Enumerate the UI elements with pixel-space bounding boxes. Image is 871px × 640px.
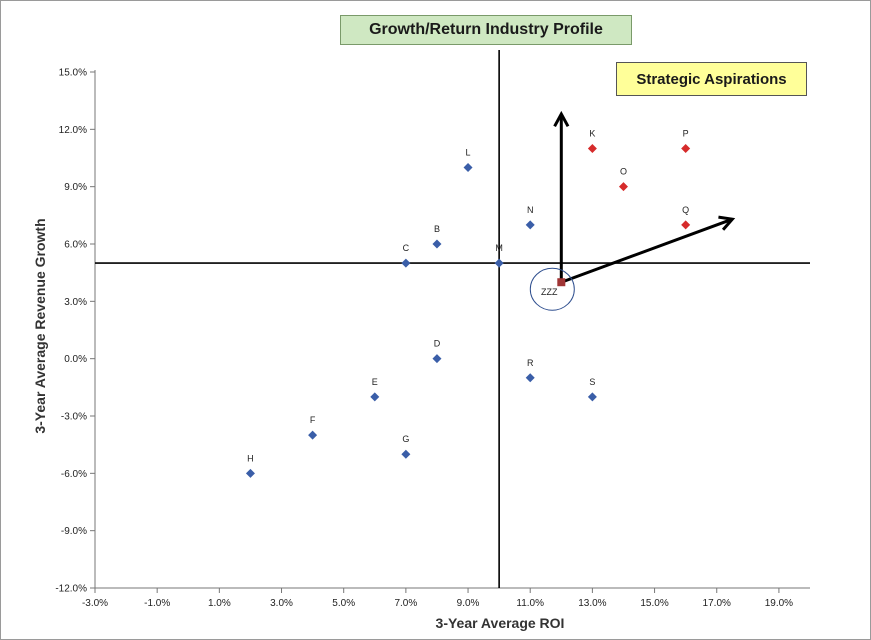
x-tick-label: 19.0% (765, 598, 793, 609)
arrows (553, 110, 736, 284)
point-label-e: E (372, 377, 378, 387)
point-label-n: N (527, 205, 534, 215)
y-tick-label: 3.0% (64, 297, 87, 308)
data-point-s (587, 392, 597, 402)
y-tick-label: 0.0% (64, 354, 87, 365)
arrow-head (718, 215, 736, 231)
data-point-e (370, 392, 380, 402)
y-tick-label: -12.0% (55, 584, 87, 595)
point-label-r: R (527, 358, 534, 368)
point-label-h: H (247, 453, 254, 463)
data-point-r (525, 373, 535, 383)
x-tick-label: 17.0% (703, 598, 731, 609)
point-label-o: O (620, 167, 627, 177)
data-point-c (401, 258, 411, 268)
data-point-f (308, 430, 318, 440)
point-label-k: K (589, 128, 595, 138)
data-point-n (525, 220, 535, 230)
x-tick-label: 9.0% (457, 598, 480, 609)
y-tick-label: -9.0% (61, 526, 87, 537)
point-label-d: D (434, 339, 441, 349)
point-labels: L B C M N D R E S F G H K P O Q ZZZ (247, 128, 689, 463)
data-point-k (587, 143, 597, 153)
point-label-g: G (402, 434, 409, 444)
data-point-p (681, 143, 691, 153)
data-point-d (432, 354, 442, 364)
x-axis-label: 3-Year Average ROI (435, 615, 565, 631)
x-tick-label: 11.0% (516, 598, 544, 609)
data-point-q (681, 220, 691, 230)
data-point-o (618, 182, 628, 192)
x-tick-label: 15.0% (640, 598, 668, 609)
data-point-h (245, 468, 255, 478)
point-label-s: S (589, 377, 595, 387)
data-point-b (432, 239, 442, 249)
arrow-shaft (560, 217, 733, 284)
data-point-zzz (557, 278, 566, 287)
point-label-zzz: ZZZ (541, 287, 558, 297)
x-tick-label: 5.0% (332, 598, 355, 609)
points (245, 143, 691, 478)
x-tick-label: -1.0% (144, 598, 170, 609)
data-point-m (494, 258, 504, 268)
axes: 15.0% 12.0% 9.0% 6.0% 3.0% 0.0% -3.0% -6.0% -9.0… (55, 68, 810, 609)
y-tick-label: -6.0% (61, 469, 87, 480)
y-axis-label: 3-Year Average Revenue Growth (32, 218, 48, 434)
x-tick-label: 3.0% (270, 598, 293, 609)
strategic-aspirations-callout: Strategic Aspirations (616, 62, 807, 96)
point-label-p: P (683, 128, 689, 138)
x-tick-label: 1.0% (208, 598, 231, 609)
x-tick-label: 13.0% (578, 598, 606, 609)
y-tick-label: 9.0% (64, 182, 87, 193)
point-label-b: B (434, 224, 440, 234)
arrow-head (553, 110, 570, 128)
point-label-f: F (310, 415, 316, 425)
zzz-highlight-circle (529, 267, 575, 311)
x-tick-label: 7.0% (394, 598, 417, 609)
data-point-l (463, 163, 473, 173)
y-tick-label: -3.0% (61, 412, 87, 423)
x-tick-label: -3.0% (82, 598, 108, 609)
point-label-q: Q (682, 205, 689, 215)
point-label-l: L (466, 148, 471, 158)
reference-lines (95, 50, 810, 588)
point-label-m: M (495, 243, 503, 253)
y-tick-label: 15.0% (59, 68, 87, 79)
point-label-c: C (403, 243, 410, 253)
y-tick-label: 12.0% (59, 125, 87, 136)
data-point-g (401, 449, 411, 459)
y-tick-label: 6.0% (64, 240, 87, 251)
chart-title: Growth/Return Industry Profile (340, 15, 632, 45)
